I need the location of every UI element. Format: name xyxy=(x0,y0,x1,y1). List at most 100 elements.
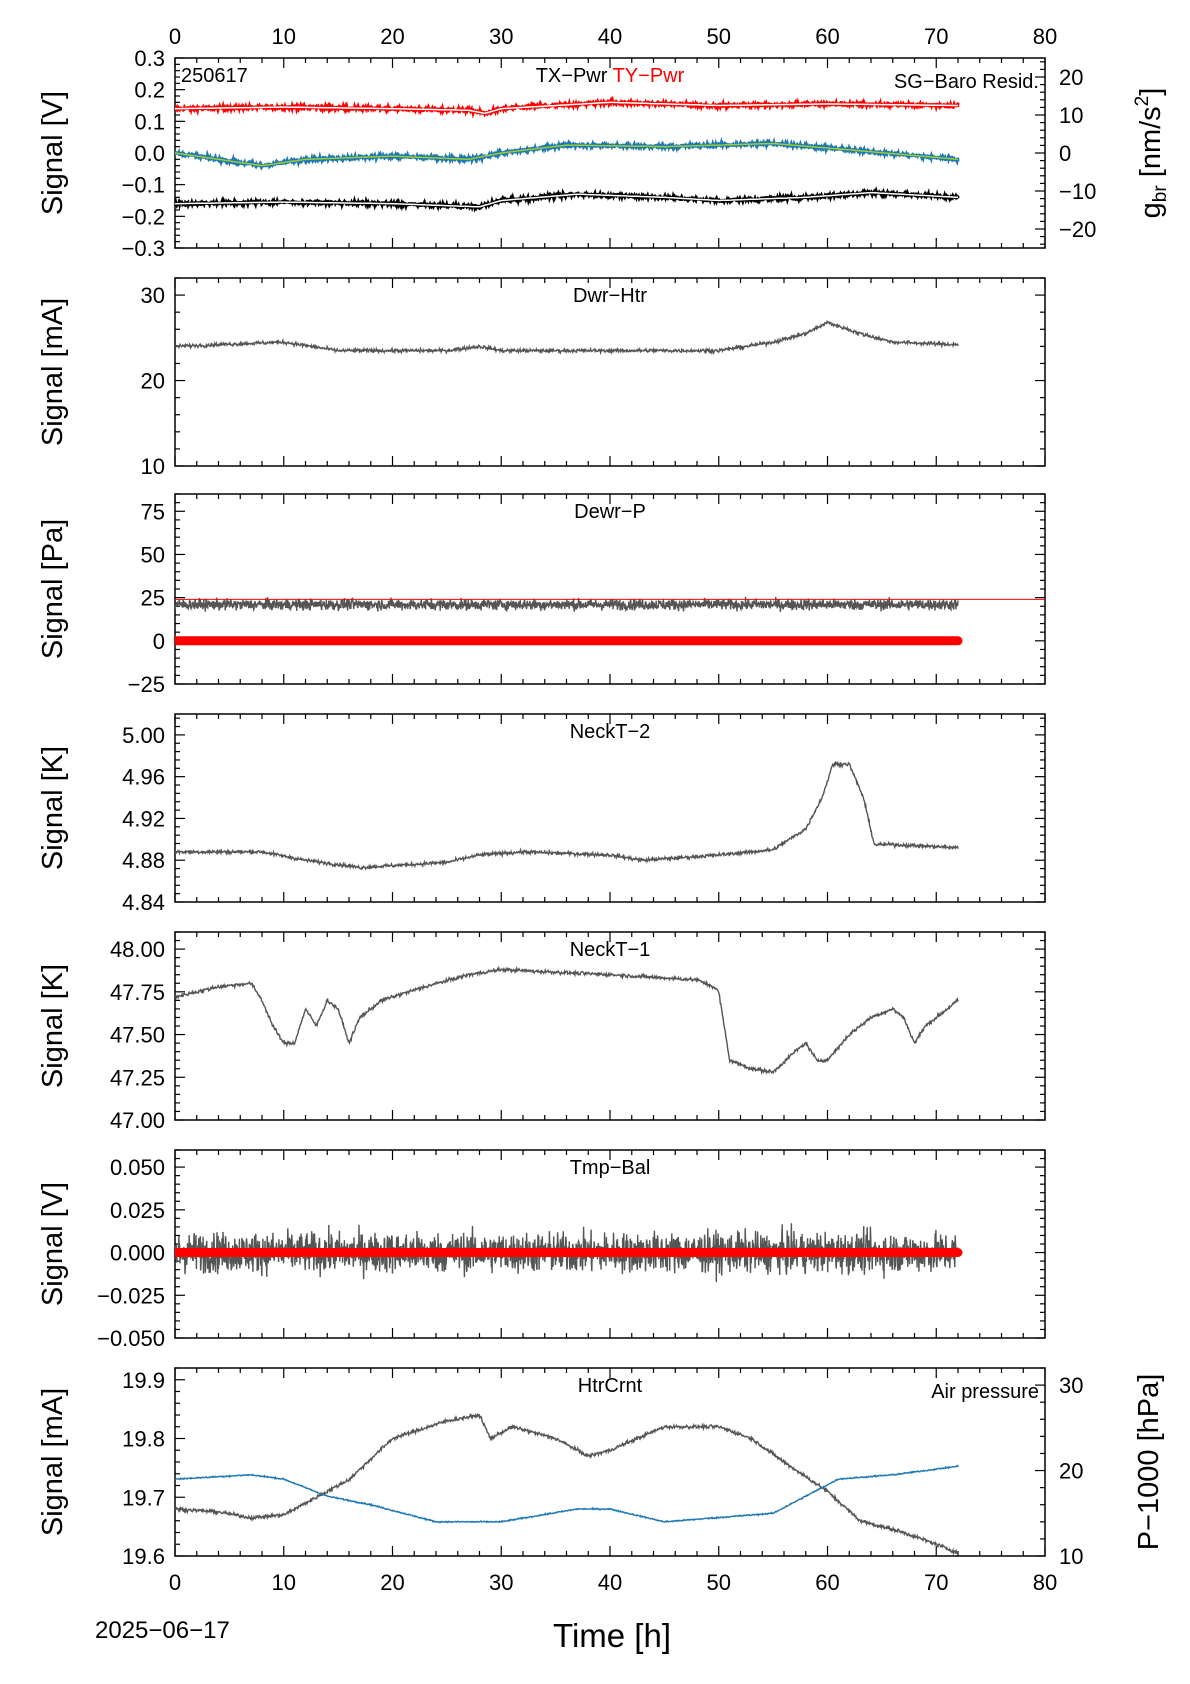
y-tick-label: 4.92 xyxy=(122,806,165,831)
panel-title: Dwr−Htr xyxy=(573,285,647,307)
y-tick-label: 50 xyxy=(141,542,165,567)
y-tick-label: 0.1 xyxy=(134,109,165,134)
right-axis-label-part: br xyxy=(1150,185,1171,203)
y-tick-label: −0.050 xyxy=(97,1326,165,1351)
y-tick-label: 0.3 xyxy=(134,46,165,71)
x-tick-label-top: 10 xyxy=(272,24,296,49)
y-tick-label: 0 xyxy=(153,629,165,654)
x-tick-label-bottom: 40 xyxy=(598,1570,622,1595)
panel-p2: 30 20 10 Signal [mA] Dwr−Htr xyxy=(37,277,1046,479)
panel-title: NeckT−1 xyxy=(570,939,651,961)
y-tick-label: 47.50 xyxy=(110,1023,165,1048)
panel-right-title: Air pressure xyxy=(931,1381,1039,1403)
y-tick-label: 20 xyxy=(141,369,165,394)
right-tick-label: 0 xyxy=(1059,141,1071,166)
panel-right-title: SG−Baro Resid. xyxy=(894,71,1039,93)
x-tick-label-top: 50 xyxy=(707,24,731,49)
x-tick-label-top: 70 xyxy=(924,24,948,49)
title-tx: TX−Pwr xyxy=(536,65,613,87)
right-tick-label: 30 xyxy=(1059,1373,1083,1398)
y-tick-label: 19.6 xyxy=(122,1544,165,1569)
y-tick-label: 0.050 xyxy=(110,1155,165,1180)
panel-p1: 0.3 0.2 0.1 0.0 −0.1 −0.2 −0.3 Signal [V] 20 10 0 −… xyxy=(37,46,1171,261)
y-axis-label: Signal [mA] xyxy=(37,1388,69,1536)
y-axis-label: Signal [K] xyxy=(37,964,69,1088)
series-line xyxy=(175,965,959,1076)
x-tick-label-top: 0 xyxy=(169,24,181,49)
panel-title: NeckT−2 xyxy=(570,721,651,743)
panel-p4: 5.00 4.96 4.92 4.88 4.84 Signal [K] NeckT−2 xyxy=(37,713,1046,915)
y-tick-label: 0.2 xyxy=(134,78,165,103)
panel-p5: 48.00 47.75 47.50 47.25 47.00 Signal [K] NeckT… xyxy=(37,931,1046,1133)
y-tick-label: 19.7 xyxy=(122,1485,165,1510)
y-tick-label: −0.1 xyxy=(122,173,165,198)
y-axis-label: Signal [Pa] xyxy=(37,519,69,659)
title-ty: TY−Pwr xyxy=(613,65,685,87)
y-axis-label: Signal [mA] xyxy=(37,298,69,446)
y-tick-label: −0.025 xyxy=(97,1283,165,1308)
series-line xyxy=(175,319,959,356)
right-axis-label: gbr [nm/s2] xyxy=(1132,88,1171,219)
panel-tag: 250617 xyxy=(181,65,248,87)
series-fit-line xyxy=(174,101,958,115)
right-tick-label: 10 xyxy=(1059,103,1083,128)
date-label: 2025−06−17 xyxy=(95,1617,230,1644)
panel-p6: 0.050 0.025 0.000 −0.025 −0.050 Signal [V] Tmp… xyxy=(37,1149,1046,1351)
x-tick-label-top: 80 xyxy=(1033,24,1057,49)
series-line xyxy=(175,1412,959,1556)
right-tick-label: −20 xyxy=(1059,217,1096,242)
y-tick-label: 0.000 xyxy=(110,1241,165,1266)
series-line xyxy=(175,136,960,171)
y-tick-label: 19.8 xyxy=(122,1427,165,1452)
y-axis-label: Signal [V] xyxy=(37,1182,69,1306)
panel-title: TX−Pwr TY−Pwr xyxy=(536,65,685,87)
y-tick-label: 47.25 xyxy=(110,1065,165,1090)
series-line xyxy=(175,760,959,871)
x-tick-label-bottom: 10 xyxy=(272,1570,296,1595)
y-tick-label: 47.00 xyxy=(110,1108,165,1133)
y-tick-label: −25 xyxy=(128,672,165,697)
right-axis-label-part: [nm/s xyxy=(1135,106,1167,185)
series-fit-line xyxy=(174,142,959,167)
right-axis-label-part: 2 xyxy=(1132,96,1153,107)
x-tick-label-top: 20 xyxy=(380,24,404,49)
x-axis-label: Time [h] xyxy=(553,1617,671,1654)
y-tick-label: −0.3 xyxy=(122,236,165,261)
y-tick-label: 75 xyxy=(141,499,165,524)
x-tick-label-top: 60 xyxy=(815,24,839,49)
x-tick-label-top: 40 xyxy=(598,24,622,49)
y-axis-label: Signal [K] xyxy=(37,746,69,870)
right-tick-label: 20 xyxy=(1059,65,1083,90)
panel-p3: 75 50 25 0 −25 Signal [Pa] Dewr−P xyxy=(37,493,1046,697)
x-tick-label-bottom: 80 xyxy=(1033,1570,1057,1595)
y-tick-label: 19.9 xyxy=(122,1368,165,1393)
panel-title: Tmp−Bal xyxy=(570,1157,651,1179)
series-line xyxy=(175,1464,959,1524)
x-tick-label-bottom: 70 xyxy=(924,1570,948,1595)
y-tick-label: 0.025 xyxy=(110,1198,165,1223)
panel-title: Dewr−P xyxy=(574,501,646,523)
right-axis-label-part: ] xyxy=(1135,88,1167,96)
right-tick-label: −10 xyxy=(1059,179,1096,204)
x-tick-label-bottom: 50 xyxy=(707,1570,731,1595)
right-tick-label: 20 xyxy=(1059,1459,1083,1484)
panel-p7: 19.9 19.8 19.7 19.6 Signal [mA] 30 20 10 P−1000 … xyxy=(37,1367,1165,1569)
panel-title: HtrCrnt xyxy=(578,1375,643,1397)
y-tick-label: 4.84 xyxy=(122,890,165,915)
right-axis-label-part: g xyxy=(1135,202,1167,218)
x-tick-label-bottom: 30 xyxy=(489,1570,513,1595)
y-axis-label: Signal [V] xyxy=(37,91,69,215)
y-tick-label: 5.00 xyxy=(122,723,165,748)
x-tick-label-top: 30 xyxy=(489,24,513,49)
y-tick-label: 48.00 xyxy=(110,937,165,962)
right-axis-label: P−1000 [hPa] xyxy=(1133,1374,1165,1551)
series-line xyxy=(175,596,959,613)
x-tick-label-bottom: 0 xyxy=(169,1570,181,1595)
y-tick-label: −0.2 xyxy=(122,204,165,229)
right-tick-label: 10 xyxy=(1059,1544,1083,1569)
x-tick-label-bottom: 60 xyxy=(815,1570,839,1595)
y-tick-label: 47.75 xyxy=(110,980,165,1005)
y-tick-label: 0.0 xyxy=(134,141,165,166)
y-tick-label: 30 xyxy=(141,283,165,308)
